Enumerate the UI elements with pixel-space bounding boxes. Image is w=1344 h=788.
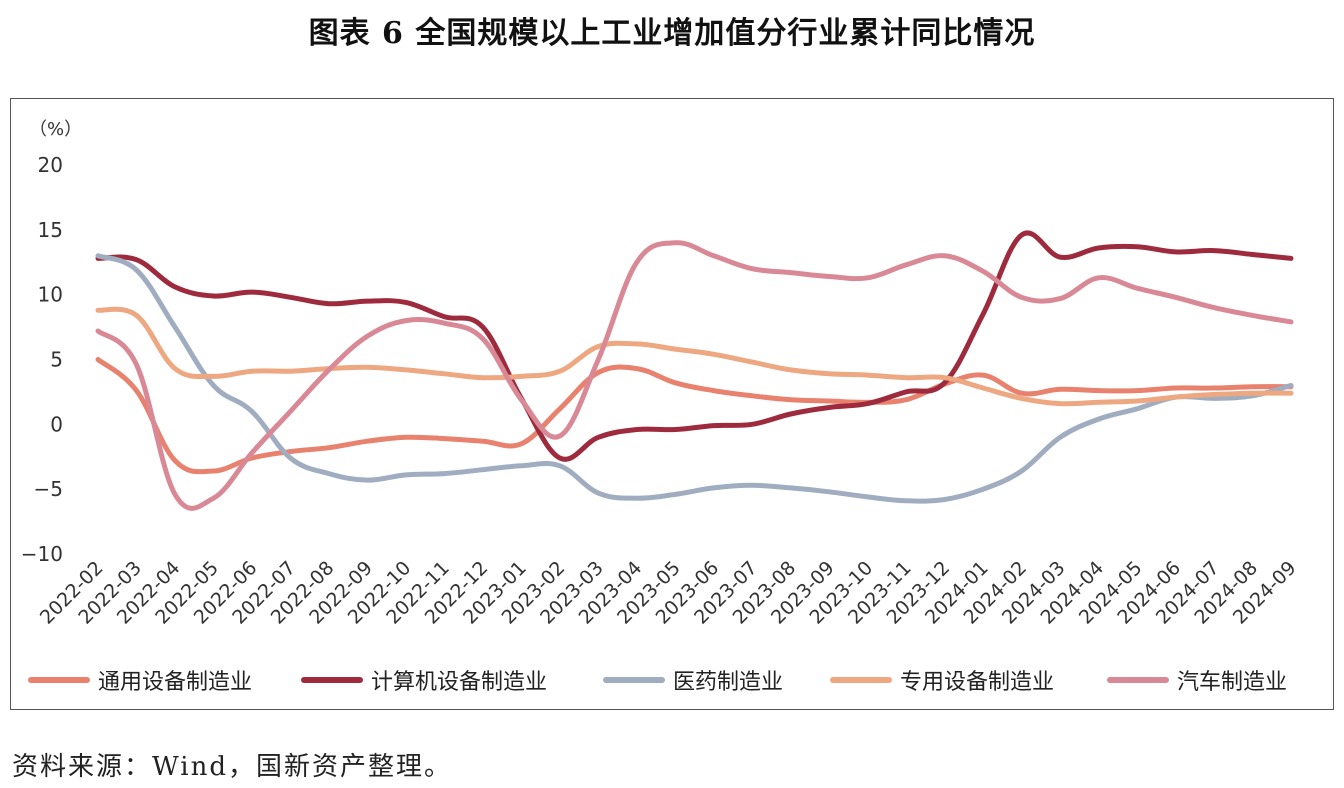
legend-label: 通用设备制造业 bbox=[98, 670, 253, 695]
legend-label: 汽车制造业 bbox=[1177, 670, 1288, 695]
legend-swatch bbox=[1107, 677, 1169, 683]
legend-label: 医药制造业 bbox=[673, 670, 784, 695]
legend-item-1: 通用设备制造业 bbox=[28, 660, 252, 700]
y-tick-label: 20 bbox=[38, 153, 63, 177]
source-note: 资料来源：Wind，国新资产整理。 bbox=[12, 752, 452, 782]
series-line-3 bbox=[95, 253, 1294, 504]
y-tick-label: −5 bbox=[34, 477, 63, 501]
legend-item-3: 医药制造业 bbox=[603, 660, 783, 700]
series-line-4 bbox=[95, 306, 1294, 407]
legend-item-5: 汽车制造业 bbox=[1107, 660, 1287, 700]
series-line-1 bbox=[95, 357, 1294, 475]
line-chart: （%）−10−5051015202022-022022-032022-04202… bbox=[21, 119, 1301, 629]
y-tick-label: 10 bbox=[38, 283, 63, 307]
series-line-5 bbox=[95, 240, 1294, 511]
legend-label: 专用设备制造业 bbox=[900, 670, 1055, 695]
legend-swatch bbox=[603, 677, 665, 683]
legend-item-2: 计算机设备制造业 bbox=[301, 660, 547, 700]
chart-frame: （%） −10 −5 0 5 10 15 20 2022-02 2022-03 2022-04 202… bbox=[10, 98, 1334, 710]
y-tick-label: 0 bbox=[50, 412, 63, 436]
y-tick-label: 15 bbox=[38, 218, 63, 242]
legend-swatch bbox=[28, 677, 90, 683]
chart-legend: 通用设备制造业 计算机设备制造业 医药制造业 专用设备制造业 汽车制造业 bbox=[10, 660, 1334, 700]
legend-label: 计算机设备制造业 bbox=[371, 670, 548, 695]
y-tick-label: −10 bbox=[21, 542, 63, 566]
y-unit-label: （%） bbox=[29, 119, 82, 140]
series-line-2 bbox=[95, 230, 1294, 462]
legend-item-4: 专用设备制造业 bbox=[830, 660, 1054, 700]
chart-title: 图表 6 全国规模以上工业增加值分行业累计同比情况 bbox=[308, 16, 1036, 51]
legend-swatch bbox=[830, 677, 892, 683]
legend-swatch bbox=[301, 677, 363, 683]
y-tick-label: 5 bbox=[50, 348, 63, 372]
